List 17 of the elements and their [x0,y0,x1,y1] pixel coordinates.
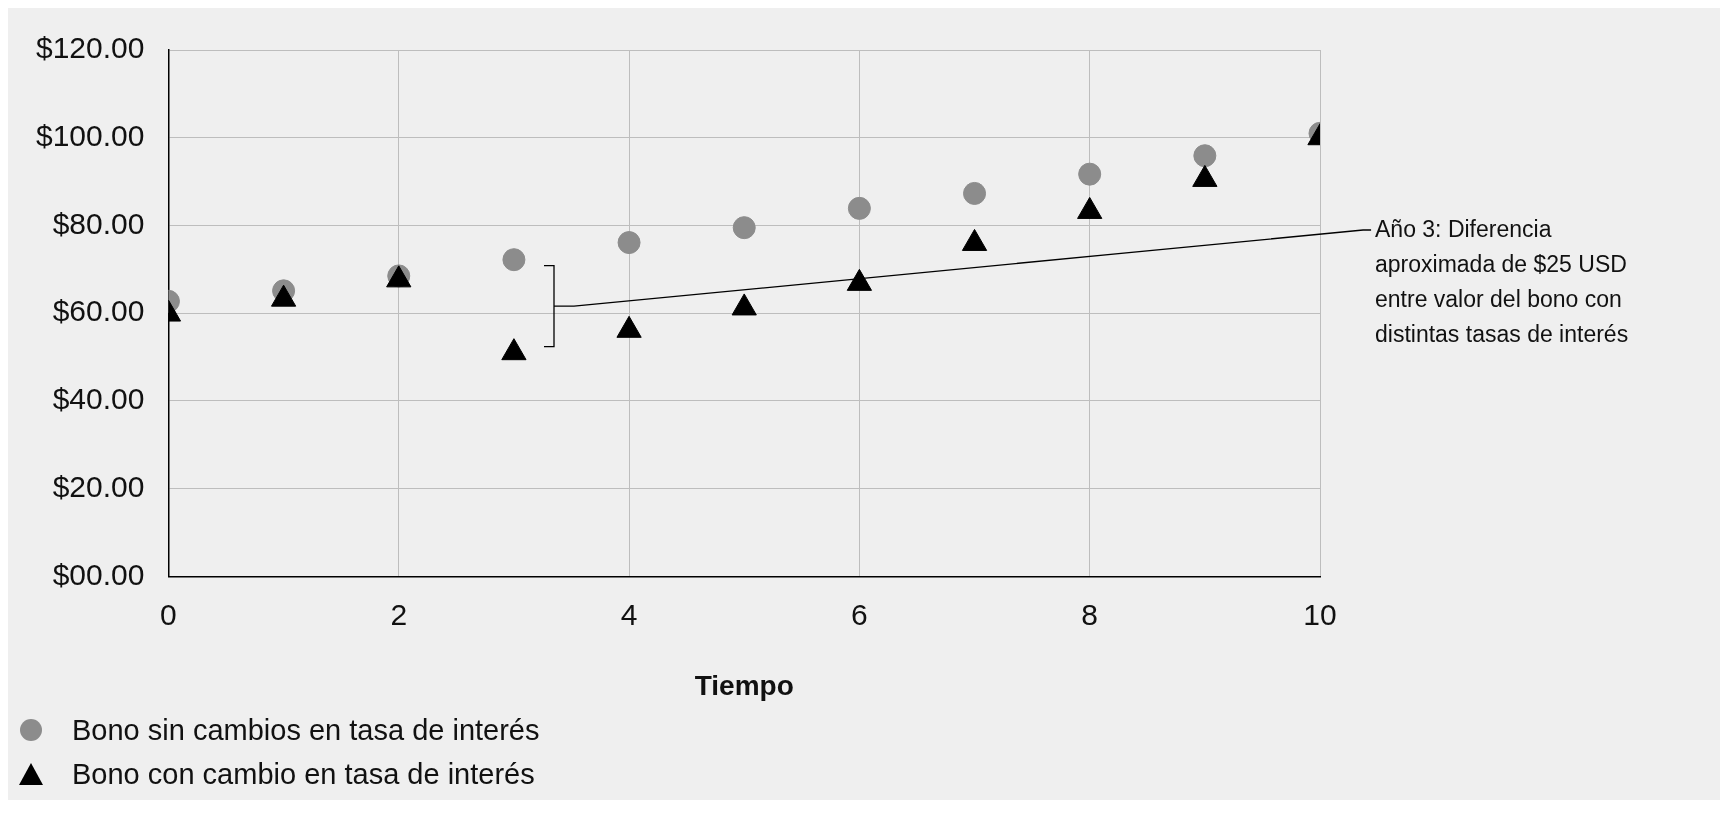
y-tick-label: $40.00 [52,382,145,416]
x-tick-label: 0 [160,597,177,631]
y-tick-label: $00.00 [52,557,145,591]
x-tick-label: 6 [851,597,868,631]
y-tick-label: $20.00 [52,469,145,503]
text: Año 3: Diferencia aproximada de $25 USD entre valor del bono con distintas tasas de interés [1375,215,1630,349]
x-tick-label: 4 [620,597,638,631]
y-tick-label: $60.00 [52,294,145,328]
x-tick-label: 2 [390,597,408,631]
y-tick-label: $80.00 [52,206,145,240]
legend-label: Bono sin cambios en tasa de interés [72,713,540,747]
legend-label: Bono con cambio en tasa de interés [72,757,535,791]
x-tick-label: 10 [1303,597,1337,631]
x-tick-label: 8 [1081,597,1099,631]
y-tick-label: $120.00 [35,31,145,65]
y-tick-label: $100.00 [35,119,145,152]
x-axis-title: Tiempo [694,669,794,701]
